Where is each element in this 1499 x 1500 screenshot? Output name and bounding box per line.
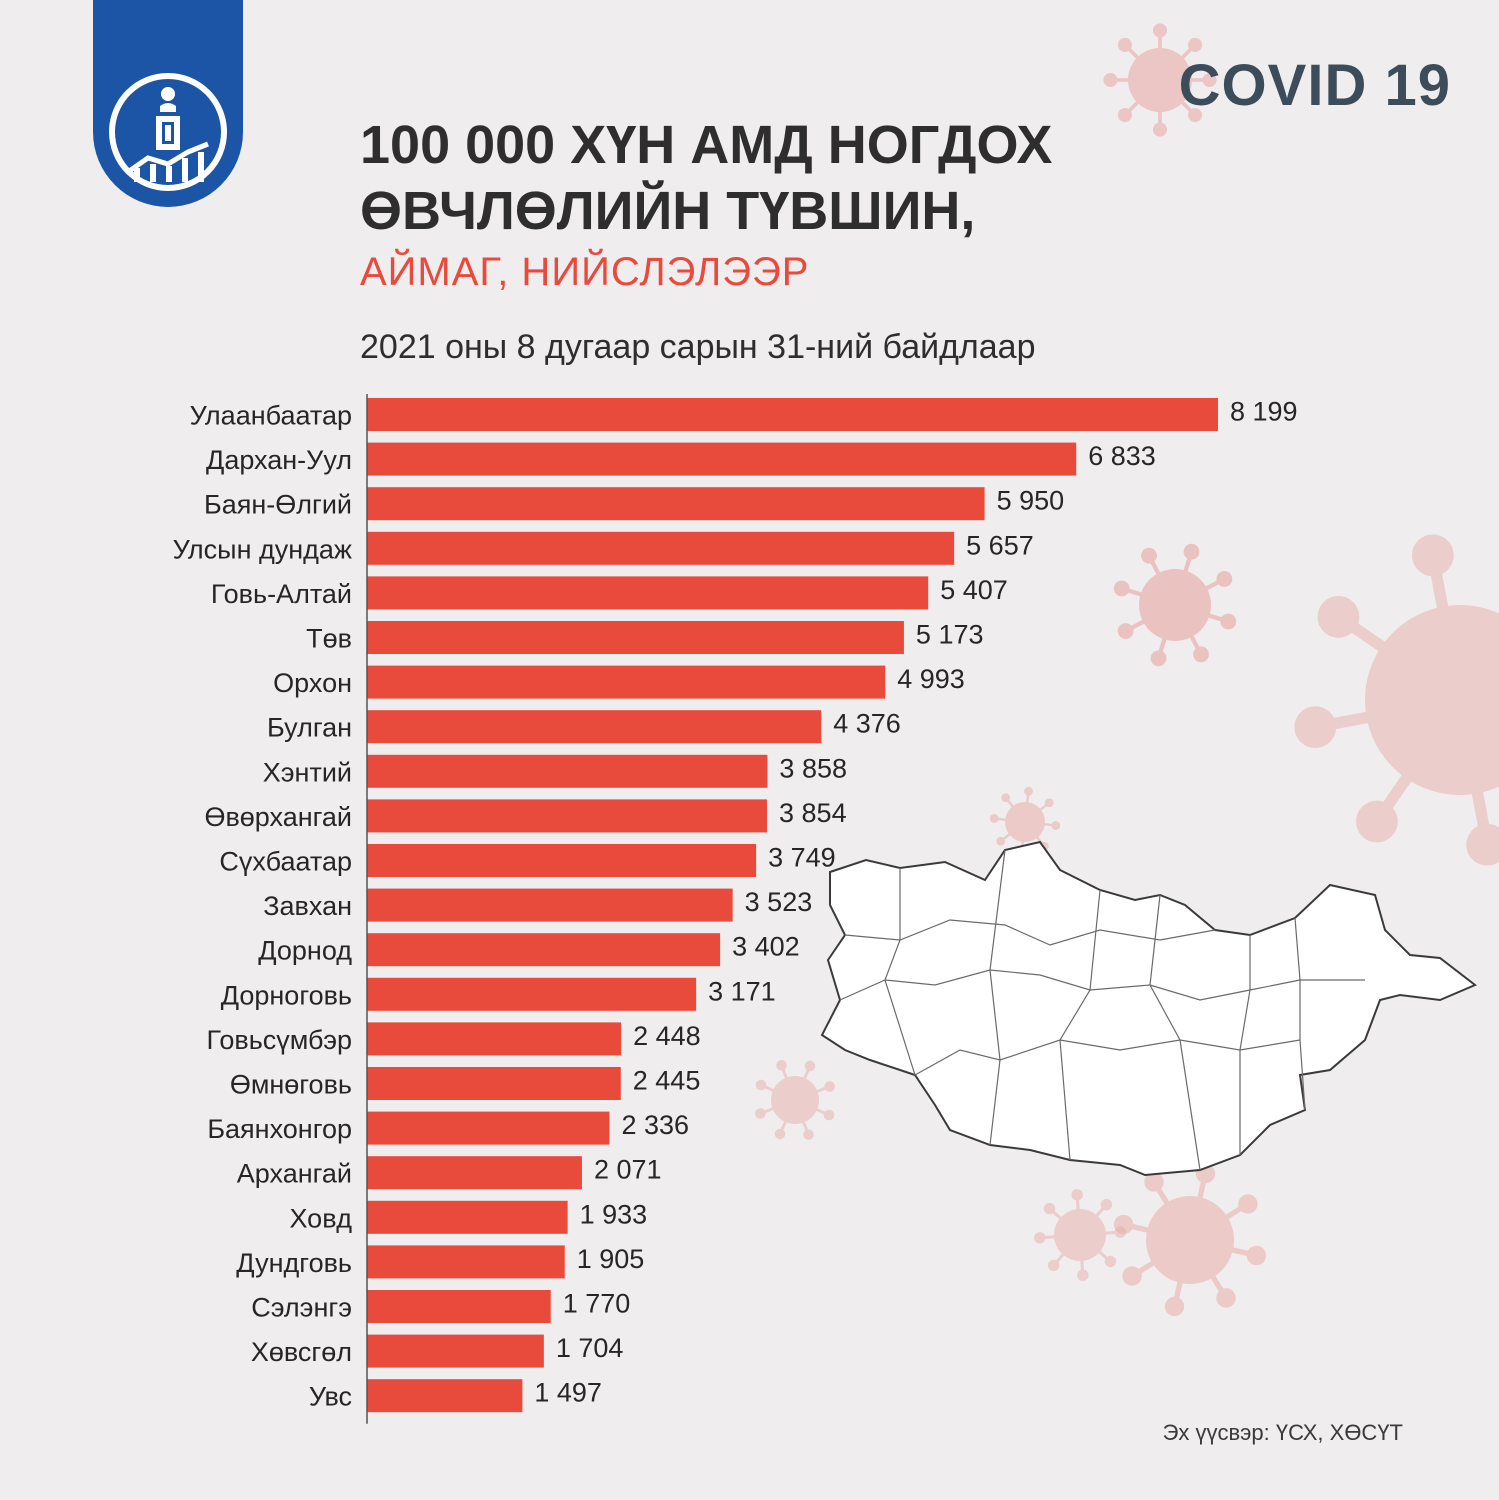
category-label: Сүхбаатар xyxy=(219,847,352,877)
category-label: Сэлэнгэ xyxy=(251,1293,352,1323)
mongolia-map xyxy=(820,840,1477,1177)
title-line-2: ӨВЧЛӨЛИЙН ТҮВШИН, xyxy=(360,181,976,241)
virus-icon xyxy=(1103,23,1217,137)
value-labels: 8 199 6 833 5 950 5 657 5 407 5 173 4 993 4 376… xyxy=(534,397,1297,1408)
date-note: 2021 оны 8 дугаар сарын 31-ний байдлаар xyxy=(360,328,1036,366)
virus-icon xyxy=(1034,1189,1126,1281)
category-label: Увс xyxy=(309,1382,352,1412)
bar-22 xyxy=(367,1334,544,1368)
category-label: Хэнтий xyxy=(263,757,352,787)
bar-5 xyxy=(367,576,929,610)
covid-badge: COVID 19 xyxy=(1178,53,1451,118)
bar-12 xyxy=(367,888,733,922)
bar-8 xyxy=(367,710,822,744)
value-label: 5 657 xyxy=(966,530,1034,560)
value-label: 6 833 xyxy=(1088,441,1156,471)
bar-4 xyxy=(367,531,955,565)
source-note: Эх үүсвэр: ҮСХ, ХӨСҮТ xyxy=(1162,1420,1403,1445)
bar-16 xyxy=(367,1067,621,1100)
bar-13 xyxy=(367,933,721,967)
chart-bars xyxy=(367,398,1218,1413)
category-label: Дархан-Уул xyxy=(206,445,352,475)
bar-18 xyxy=(367,1156,582,1190)
category-label: Дундговь xyxy=(236,1248,352,1278)
category-label: Төв xyxy=(306,624,352,654)
virus-icon xyxy=(755,1060,835,1140)
category-label: Говьсүмбэр xyxy=(207,1025,352,1055)
category-label: Говь-Алтай xyxy=(211,579,352,609)
value-label: 3 854 xyxy=(779,798,847,828)
value-label: 2 071 xyxy=(594,1155,662,1185)
virus-icon xyxy=(1294,534,1499,866)
value-label: 1 704 xyxy=(556,1333,624,1363)
value-label: 8 199 xyxy=(1230,397,1298,427)
category-label: Өмнөговь xyxy=(230,1070,352,1100)
category-label: Ховд xyxy=(289,1203,352,1233)
bar-17 xyxy=(367,1111,610,1145)
category-label: Өвөрхангай xyxy=(204,802,352,832)
bar-23 xyxy=(367,1379,523,1413)
bar-11 xyxy=(367,844,757,877)
bar-15 xyxy=(367,1022,622,1056)
value-label: 3 171 xyxy=(708,976,776,1006)
value-label: 3 749 xyxy=(768,843,836,873)
category-label: Архангай xyxy=(237,1159,352,1189)
category-label: Булган xyxy=(267,713,352,743)
value-label: 2 445 xyxy=(633,1066,701,1096)
value-label: 5 173 xyxy=(916,620,984,650)
page-subtitle: АЙМАГ, НИЙСЛЭЛЭЭР xyxy=(360,250,810,294)
value-label: 3 402 xyxy=(732,932,800,962)
category-label: Завхан xyxy=(263,891,352,921)
map-province-borders xyxy=(839,849,1365,1171)
category-label: Хөвсгөл xyxy=(251,1337,352,1367)
virus-icons xyxy=(755,23,1499,1317)
bar-2 xyxy=(367,442,1077,476)
value-label: 2 336 xyxy=(621,1110,689,1140)
value-label: 4 376 xyxy=(833,709,901,739)
category-label: Улсын дундаж xyxy=(173,534,352,564)
category-label: Улаанбаатар xyxy=(190,401,352,431)
virus-icon xyxy=(989,786,1061,858)
bar-6 xyxy=(367,621,904,654)
value-label: 5 407 xyxy=(940,575,1008,605)
value-label: 1 770 xyxy=(563,1289,631,1319)
value-label: 3 858 xyxy=(779,753,847,783)
title-line-1: 100 000 ХҮН АМД НОГДОХ xyxy=(360,115,1053,175)
category-label: Баян-Өлгий xyxy=(204,490,352,520)
bar-20 xyxy=(367,1245,565,1279)
value-label: 1 933 xyxy=(580,1199,648,1229)
category-label: Баянхонгор xyxy=(207,1114,352,1144)
bar-3 xyxy=(367,487,985,521)
bar-9 xyxy=(367,754,768,788)
bar-19 xyxy=(367,1200,568,1234)
bar-21 xyxy=(367,1290,551,1323)
value-label: 4 993 xyxy=(897,664,965,694)
state-emblem-icon xyxy=(109,73,227,191)
category-label: Дорнод xyxy=(258,936,352,966)
category-labels: Улаанбаатар Дархан-Уул Баян-Өлгий Улсын дун… xyxy=(173,401,353,1412)
value-label: 1 905 xyxy=(577,1244,645,1274)
value-label: 3 523 xyxy=(745,887,813,917)
bar-10 xyxy=(367,799,768,833)
bar-7 xyxy=(367,665,886,699)
page-title: 100 000 ХҮН АМД НОГДОХ ӨВЧЛӨЛИЙН ТҮВШИН, xyxy=(360,112,1180,244)
category-label: Дорноговь xyxy=(221,980,352,1010)
bar-14 xyxy=(367,977,697,1011)
category-label: Орхон xyxy=(273,668,352,698)
value-label: 2 448 xyxy=(633,1021,701,1051)
virus-icon xyxy=(1113,543,1237,667)
bar-1 xyxy=(367,398,1218,431)
value-label: 5 950 xyxy=(997,486,1065,516)
value-label: 1 497 xyxy=(534,1378,602,1408)
